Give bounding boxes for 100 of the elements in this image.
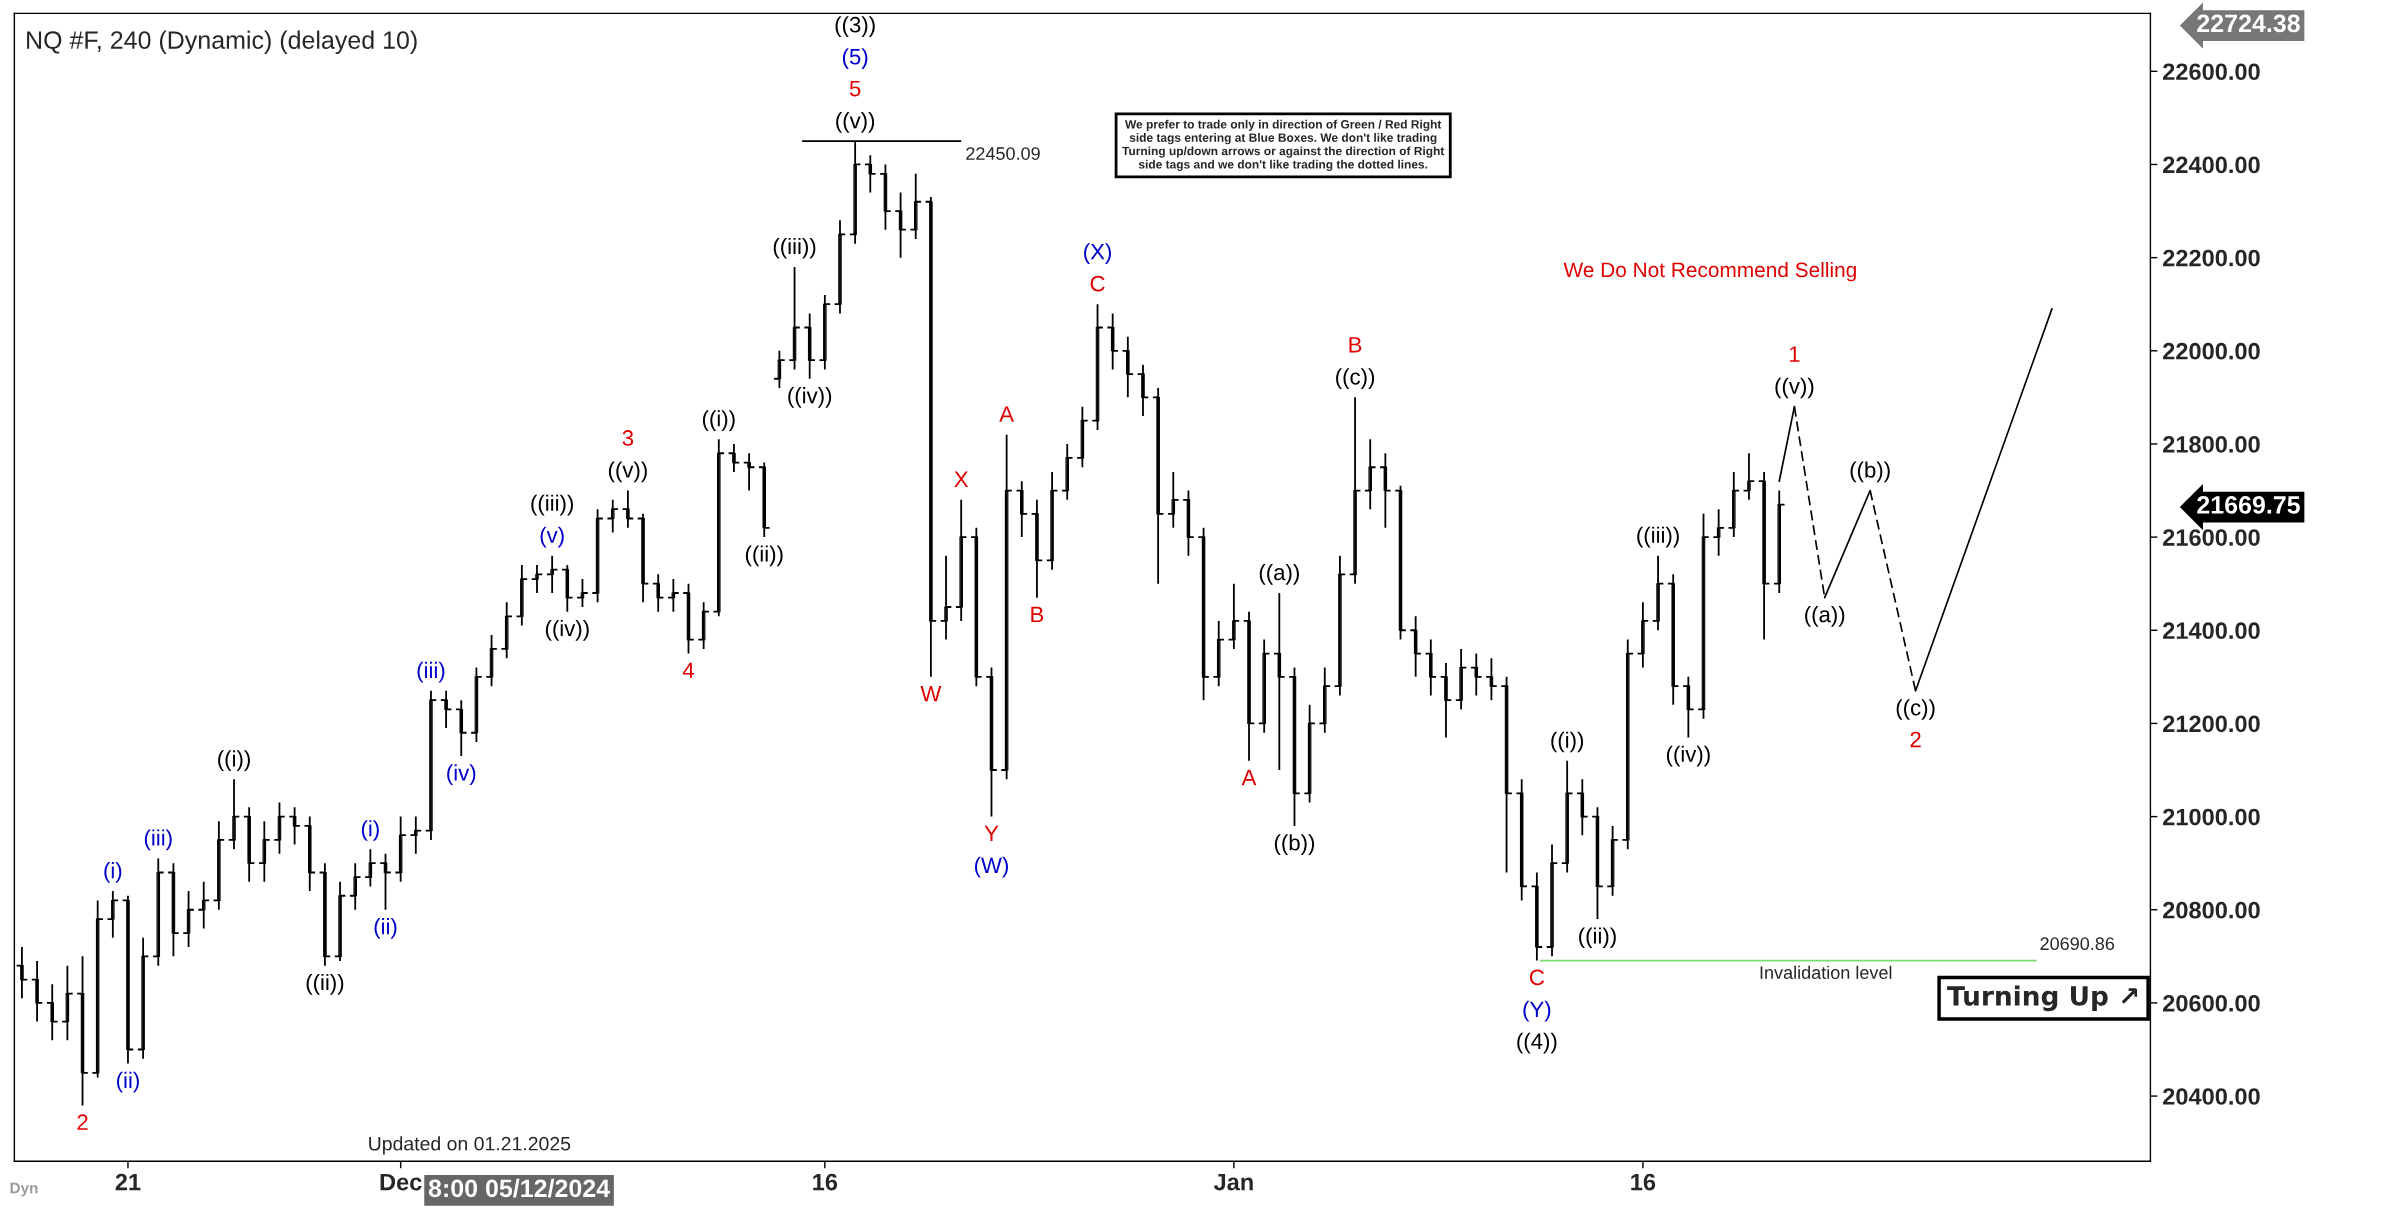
candlestick [621,489,635,529]
candlestick [197,880,210,930]
candlestick [349,862,362,911]
annotation: (Y) [1523,1000,1551,1022]
candlestick [1424,638,1438,697]
candlestick [788,266,801,371]
annotation: We prefer to trade only in direction of Green / Red Right side tags entering at Blue Boxes. We don't like trading Turning up/down arrows or against the direction of Right side tags and we don't like trading the dotted lines. [1122,119,1445,171]
y-tick-label: 21200.00 [2163,715,2260,733]
annotation: ((v)) [608,461,647,483]
candlestick [1151,387,1165,585]
candlestick [515,564,529,627]
candlestick [1288,666,1301,827]
candlestick [91,899,104,1079]
candlestick [1773,489,1786,594]
annotation: ((c)) [1336,368,1375,390]
candlestick [1697,512,1710,720]
x-tick-label: Jan [1213,1173,1253,1191]
y-tick-label: 20400.00 [2163,1088,2260,1105]
candlestick [1091,303,1104,431]
candlestick [1045,470,1059,571]
annotation: ((ii)) [745,545,783,567]
candlestick [606,498,619,534]
y-tick-label: 21000.00 [2163,808,2260,826]
candlestick [1167,470,1180,529]
candlestick [1636,601,1650,669]
annotation: A [999,406,1014,422]
candlestick [561,564,574,613]
candlestick [212,820,226,911]
candlestick [242,806,256,883]
annotation: (ii) [374,918,397,939]
candlestick [424,689,438,841]
candlestick [833,219,847,315]
annotation: ((iii)) [531,494,573,516]
candlestick [394,815,407,883]
annotation: ((i)) [702,410,735,431]
candlestick [879,163,892,231]
candlestick [697,601,710,650]
candlestick [1666,573,1680,706]
x-tick-label: 21 [115,1173,141,1191]
candlestick [651,573,665,613]
candlestick [1106,312,1119,371]
candlestick [576,578,589,608]
candlestick [712,438,726,618]
candlestick [667,578,680,613]
annotation: ((3)) [835,16,875,37]
candlestick [1182,489,1195,557]
annotation: (iii) [417,661,445,683]
candlestick [273,801,286,855]
candlestick [379,852,392,911]
candlestick [182,890,195,948]
annotation: C [1090,275,1105,292]
y-tick-label: 21400.00 [2163,622,2260,640]
y-tick-label: 22600.00 [2163,63,2260,81]
candlestick [46,983,59,1042]
candlestick [1348,396,1362,585]
candlestick [152,857,165,967]
candlestick [409,815,423,855]
candlestick [470,666,483,743]
candlestick [1333,554,1347,697]
annotation: ((ii)) [1579,927,1616,949]
candlestick [318,862,332,967]
candlestick [1076,405,1089,469]
candlestick [924,196,938,678]
candlestick [30,960,44,1023]
candlestick [1136,363,1150,417]
x-tick-label: Dec [380,1173,422,1191]
candlestick [1682,675,1695,739]
annotation: Y [984,825,999,842]
candlestick [1197,526,1210,702]
annotation: C [1529,969,1545,986]
candlestick [545,554,559,594]
annotation: ((iii)) [773,237,816,259]
annotation: 2 [1910,731,1921,748]
candlestick [15,946,29,1000]
annotation: B [1031,606,1044,623]
candlestick [364,848,377,888]
candlestick [1515,778,1528,902]
annotation: ((b)) [1850,461,1890,483]
annotation: (5) [842,48,868,69]
y-tick-label: 22400.00 [2163,156,2260,174]
annotation: 5 [849,80,861,97]
annotation: ((v)) [836,112,875,133]
candlestick [167,862,180,958]
candlestick [1712,508,1725,557]
x-tick-label: 16 [813,1173,838,1191]
candlestick [1651,554,1665,632]
candlestick [530,564,544,594]
annotation: ((b)) [1274,834,1315,855]
text: 8:00 05/12/2024 [428,1178,610,1198]
candlestick [758,461,771,539]
y-tick-label: 22200.00 [2163,249,2260,267]
candlestick [333,880,347,962]
annotation: 4 [682,662,695,678]
annotation: Invalidation level [1760,965,1892,980]
x-tick-label: 16 [1631,1173,1656,1191]
candlestick [1379,452,1392,529]
annotation: ((a)) [1805,606,1845,627]
candlestick [909,172,922,240]
y-tick-label: 20600.00 [2163,994,2260,1012]
annotation: ((iv)) [1666,745,1710,767]
